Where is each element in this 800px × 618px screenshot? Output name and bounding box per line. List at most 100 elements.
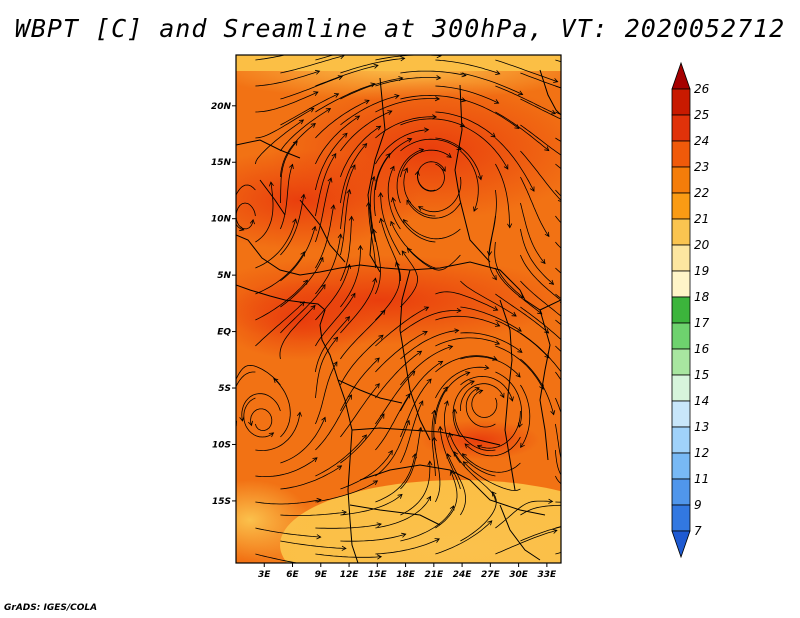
streamline-arrow [456, 145, 462, 151]
streamline [375, 138, 412, 191]
streamline [255, 279, 308, 321]
streamline-arrow [350, 292, 356, 298]
streamline-arrow [540, 258, 546, 265]
streamline-arrow [402, 218, 408, 225]
streamline [400, 505, 454, 542]
streamline-arrow [372, 480, 379, 485]
streamline [375, 129, 429, 165]
streamline [375, 77, 441, 87]
streamline-arrow [325, 108, 332, 113]
streamline [494, 241, 524, 298]
colorbar-swatch [671, 218, 691, 246]
streamline [315, 55, 335, 61]
streamline-arrow [503, 164, 509, 170]
streamline-arrow [401, 250, 407, 256]
streamline-arrow [330, 204, 336, 210]
streamline [255, 55, 287, 61]
streamline [280, 511, 347, 516]
colorbar-swatch [671, 140, 691, 168]
streamline [315, 64, 379, 87]
streamline [464, 436, 521, 457]
streamline [340, 164, 356, 230]
colorbar-swatch [671, 270, 691, 298]
streamline [315, 434, 367, 477]
streamline-arrow [544, 328, 550, 334]
grads-credit: GrADS: IGES/COLA [4, 603, 98, 613]
streamline-arrow [327, 177, 333, 183]
streamline [406, 200, 461, 219]
streamline [465, 387, 496, 428]
streamline-arrow [464, 443, 470, 449]
streamline-arrow [491, 491, 497, 497]
streamline-arrow [544, 146, 550, 152]
streamline-arrow [410, 370, 416, 376]
streamline-arrow [456, 307, 462, 314]
streamline [315, 316, 350, 373]
colorbar-swatch [671, 452, 691, 480]
streamline [241, 393, 281, 421]
streamline-arrow [484, 364, 490, 370]
streamline [340, 278, 376, 334]
streamline [460, 98, 520, 129]
streamline-arrow [333, 336, 339, 342]
streamline [400, 461, 431, 516]
streamline [340, 110, 392, 152]
streamline [255, 553, 300, 563]
streamline [279, 305, 316, 360]
streamline [280, 417, 326, 464]
streamline [400, 378, 432, 438]
streamline-arrow [336, 465, 343, 471]
streamline-arrow [434, 96, 441, 102]
streamline-arrow [310, 304, 316, 310]
streamline-arrow [437, 360, 444, 366]
streamline-arrow [518, 90, 524, 96]
streamline-arrow [495, 70, 501, 75]
streamline-arrow [494, 340, 501, 345]
streamline [495, 59, 558, 83]
streamline [435, 366, 489, 399]
streamline-arrow [379, 217, 384, 224]
streamline [255, 107, 314, 139]
colorbar-label: 11 [694, 472, 709, 486]
streamline [340, 245, 361, 308]
streamline-arrow [268, 181, 274, 187]
colorbar-label: 14 [694, 394, 709, 408]
streamline [460, 124, 509, 170]
streamline [280, 108, 331, 152]
streamline [418, 176, 462, 213]
streamline-arrow [469, 380, 475, 385]
streamline-arrow [452, 408, 458, 414]
streamline-arrow [509, 396, 514, 402]
streamline-arrow [309, 107, 315, 113]
colorbar-swatch [671, 192, 691, 220]
lon-label: 33E [538, 570, 558, 580]
streamline [273, 378, 291, 438]
streamline-arrow [405, 393, 411, 399]
streamline [255, 457, 318, 477]
streamline-arrow [374, 357, 380, 363]
streamline-arrow [310, 122, 316, 128]
streamline [340, 383, 380, 438]
streamline [236, 364, 281, 386]
streamline-arrow [494, 322, 501, 327]
streamline-arrow [486, 251, 493, 257]
streamline-arrow [268, 432, 275, 438]
colorbar-swatch [671, 166, 691, 194]
colorbar-label: 21 [694, 212, 709, 226]
streamline [340, 334, 384, 386]
streamline-arrow [321, 416, 326, 423]
streamline-arrow [548, 498, 554, 504]
streamline [520, 98, 561, 120]
streamline [435, 85, 499, 104]
streamline [255, 70, 320, 87]
colorbar-swatch [671, 114, 691, 142]
streamline-arrow [529, 186, 535, 192]
colorbar-label: 26 [694, 82, 710, 96]
streamline-arrow [391, 196, 397, 203]
streamline [495, 500, 553, 529]
streamline-arrow [492, 275, 497, 281]
streamline-arrow [379, 413, 385, 419]
lon-label: 6E [286, 570, 299, 580]
colorbar-swatch [671, 296, 691, 324]
streamline-arrow [341, 510, 348, 516]
